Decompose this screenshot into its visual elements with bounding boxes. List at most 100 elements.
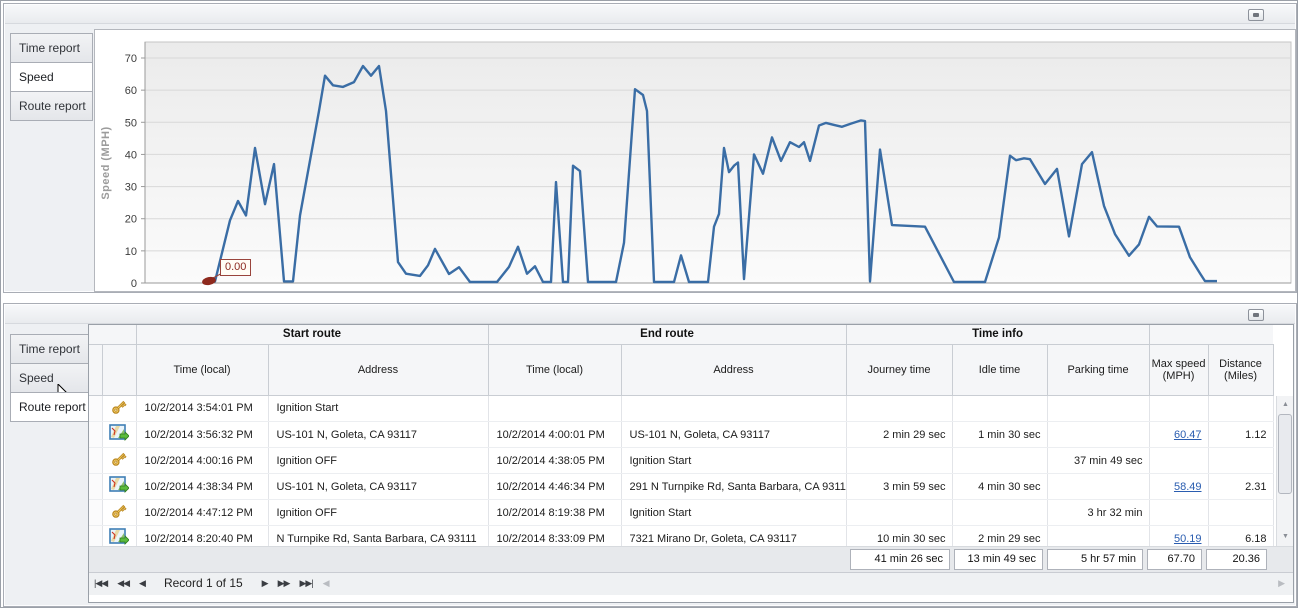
cell-end_time: 10/2/2014 8:19:38 PM <box>488 499 622 526</box>
grid-body: 10/2/2014 3:54:01 PM Ignition Start 10/2/2… <box>89 395 1274 546</box>
record-counter: Record 1 of 15 <box>163 575 243 590</box>
collapse-panel-icon[interactable] <box>1248 309 1264 321</box>
col-end-time[interactable]: Time (local) <box>487 344 622 396</box>
tab-label: Time report <box>19 342 80 356</box>
summary-idle-time: 13 min 49 sec <box>954 548 1043 570</box>
cell-end_time <box>488 395 622 422</box>
route-report-grid: Start route End route Time info Time (lo… <box>88 324 1294 603</box>
cell-end_address <box>621 395 847 422</box>
table-row[interactable]: 10/2/2014 4:00:16 PM Ignition OFF 10/2/201… <box>89 447 1274 474</box>
grid-body-viewport: 10/2/2014 3:54:01 PM Ignition Start 10/2/2… <box>89 395 1293 547</box>
tab-time-report[interactable]: Time report <box>10 334 93 364</box>
hscroll-right-icon[interactable]: ▶ <box>1278 577 1285 588</box>
hscroll-left-icon[interactable]: ◀ <box>322 577 330 588</box>
cell-max_speed: 58.49 <box>1149 473 1209 500</box>
tab-time-report[interactable]: Time report <box>10 33 93 63</box>
tab-route-report[interactable]: Route report <box>10 91 93 121</box>
y-axis-label: Speed (MPH) <box>100 126 112 200</box>
row-indicator <box>89 525 103 546</box>
nav-last-button[interactable]: ▶▶| <box>299 577 313 588</box>
ignition-key-icon <box>112 400 127 414</box>
nav-first-button[interactable]: |◀◀ <box>94 577 108 588</box>
row-type-icon-cell <box>102 473 137 500</box>
tab-label: Route report <box>19 400 86 414</box>
cell-journey <box>846 395 953 422</box>
group-header-time-info[interactable]: Time info <box>845 325 1150 345</box>
cell-end_time: 10/2/2014 4:46:34 PM <box>488 473 622 500</box>
speed-graphic-panel: Time report Speed graphic Route report 0… <box>3 3 1297 293</box>
cell-distance: 1.12 <box>1208 421 1274 448</box>
start-point-marker[interactable] <box>201 276 216 287</box>
speed-chart[interactable]: 0 10 20 30 40 50 60 70 Speed (MPH) 0.00 <box>94 29 1296 292</box>
cell-end_address: US-101 N, Goleta, CA 93117 <box>621 421 847 448</box>
tab-speed-graphic[interactable]: Speed graphic <box>10 62 93 113</box>
cell-parking: 3 hr 32 min <box>1047 499 1150 526</box>
y-tick-label: 70 <box>125 53 137 65</box>
scroll-up-icon[interactable]: ▲ <box>1278 396 1293 413</box>
row-indicator <box>89 473 103 500</box>
collapse-panel-icon[interactable] <box>1248 9 1264 21</box>
nav-next-page-button[interactable]: ▶▶ <box>277 577 291 588</box>
summary-parking-time: 5 hr 57 min <box>1047 548 1143 570</box>
max-speed-link[interactable]: 60.47 <box>1173 428 1202 441</box>
cell-end_time: 10/2/2014 4:38:05 PM <box>488 447 622 474</box>
row-type-icon-cell <box>102 525 137 546</box>
col-distance[interactable]: Distance (Miles) <box>1207 344 1274 396</box>
max-speed-link[interactable]: 58.49 <box>1173 480 1202 493</box>
col-max-speed[interactable]: Max speed (MPH) <box>1148 344 1209 396</box>
record-navigator: |◀◀ ◀◀ ◀ Record 1 of 15 ▶ ▶▶ ▶▶| ◀ ▶ <box>89 572 1293 595</box>
tab-speed-graphic[interactable]: Speed graphic <box>10 363 93 414</box>
cell-end_address: 291 N Turnpike Rd, Santa Barbara, CA 931… <box>621 473 847 500</box>
cell-idle: 4 min 30 sec <box>952 473 1048 500</box>
table-row[interactable]: 10/2/2014 8:20:40 PM N Turnpike Rd, Santa… <box>89 525 1274 546</box>
cell-idle <box>952 447 1048 474</box>
nav-next-button[interactable]: ▶ <box>261 577 269 588</box>
nav-prev-button[interactable]: ◀ <box>139 577 146 588</box>
col-idle-time[interactable]: Idle time <box>951 344 1048 396</box>
vertical-scrollbar[interactable]: ▲ ▼ <box>1276 395 1293 546</box>
top-tab-strip: Time report Speed graphic Route report <box>10 33 93 121</box>
cell-start_address: Ignition OFF <box>268 447 489 474</box>
table-row[interactable]: 10/2/2014 3:56:32 PM US-101 N, Goleta, CA… <box>89 421 1274 448</box>
col-end-address[interactable]: Address <box>620 344 847 396</box>
group-header-empty <box>89 325 137 345</box>
summary-distance: 20.36 <box>1206 548 1267 570</box>
col-icon <box>101 344 137 396</box>
summary-max-speed: 67.70 <box>1147 548 1202 570</box>
y-tick-label: 50 <box>125 117 137 129</box>
table-row[interactable]: 10/2/2014 3:54:01 PM Ignition Start <box>89 395 1274 422</box>
y-tick-label: 0 <box>131 278 137 290</box>
table-row[interactable]: 10/2/2014 4:38:34 PM US-101 N, Goleta, CA… <box>89 473 1274 500</box>
cell-distance: 6.18 <box>1208 525 1274 546</box>
cell-idle: 1 min 30 sec <box>952 421 1048 448</box>
scrollbar-thumb[interactable] <box>1278 413 1292 494</box>
col-start-time[interactable]: Time (local) <box>135 344 269 396</box>
col-parking-time[interactable]: Parking time <box>1046 344 1150 396</box>
table-row[interactable]: 10/2/2014 4:47:12 PM Ignition OFF 10/2/201… <box>89 499 1274 526</box>
cell-start_address: US-101 N, Goleta, CA 93117 <box>268 473 489 500</box>
scroll-down-icon[interactable]: ▼ <box>1278 528 1293 545</box>
tab-label: Time report <box>19 41 80 55</box>
cell-distance <box>1208 395 1274 422</box>
panel-titlebar <box>5 5 1295 24</box>
route-map-icon <box>109 424 130 441</box>
tab-label: Route report <box>19 99 86 113</box>
max-speed-link[interactable]: 50.19 <box>1173 532 1202 545</box>
cell-start_time: 10/2/2014 4:00:16 PM <box>136 447 269 474</box>
cell-start_time: 10/2/2014 8:20:40 PM <box>136 525 269 546</box>
cell-parking <box>1047 473 1150 500</box>
cell-parking <box>1047 395 1150 422</box>
nav-prev-page-button[interactable]: ◀◀ <box>117 577 130 588</box>
cell-start_time: 10/2/2014 4:47:12 PM <box>136 499 269 526</box>
tab-route-report[interactable]: Route report <box>10 392 93 422</box>
panel-titlebar <box>5 305 1295 324</box>
ignition-key-icon <box>112 452 127 466</box>
cell-start_address: US-101 N, Goleta, CA 93117 <box>268 421 489 448</box>
group-header-start-route[interactable]: Start route <box>135 325 489 345</box>
row-indicator <box>89 499 103 526</box>
col-start-address[interactable]: Address <box>267 344 489 396</box>
speed-line-chart: 0 10 20 30 40 50 60 70 <box>125 41 1292 290</box>
col-journey-time[interactable]: Journey time <box>845 344 953 396</box>
group-header-end-route[interactable]: End route <box>487 325 847 345</box>
